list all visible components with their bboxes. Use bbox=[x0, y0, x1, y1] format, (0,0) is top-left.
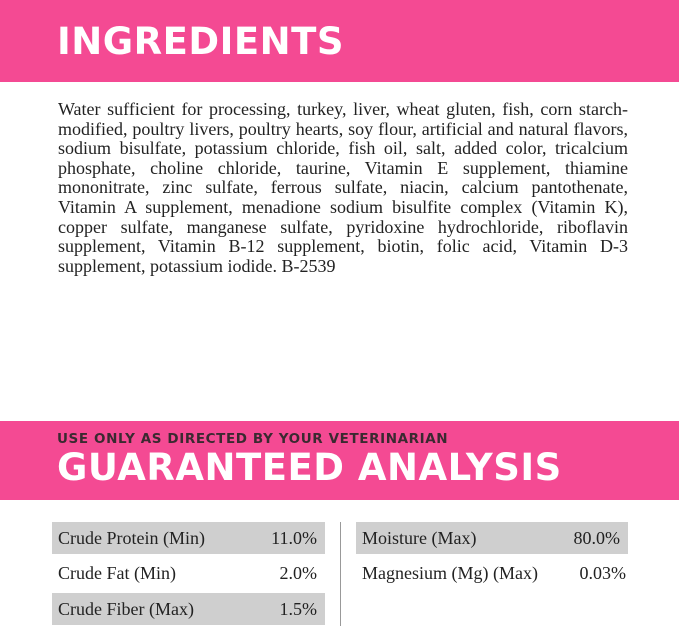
row-label: Magnesium (Mg) (Max) bbox=[362, 562, 538, 583]
row-label: Crude Fiber (Max) bbox=[58, 598, 194, 619]
row-value: 1.5% bbox=[279, 598, 318, 619]
row-value: 0.03% bbox=[579, 562, 627, 583]
analysis-header-band bbox=[0, 421, 679, 500]
row-label: Moisture (Max) bbox=[362, 527, 477, 548]
row-label: Crude Protein (Min) bbox=[58, 527, 205, 548]
analysis-row: Crude Fat (Min) 2.0% bbox=[52, 557, 325, 589]
row-value: 80.0% bbox=[573, 527, 621, 548]
ingredients-title: INGREDIENTS bbox=[57, 20, 344, 63]
analysis-title: GUARANTEED ANALYSIS bbox=[57, 446, 562, 489]
ingredients-header-band bbox=[0, 0, 679, 82]
row-value: 11.0% bbox=[271, 527, 317, 548]
column-divider bbox=[340, 522, 341, 626]
row-value: 2.0% bbox=[279, 562, 318, 583]
analysis-row: Magnesium (Mg) (Max) 0.03% bbox=[356, 557, 628, 589]
ingredients-text: Water sufficient for processing, turkey,… bbox=[58, 99, 628, 276]
analysis-row: Moisture (Max) 80.0% bbox=[356, 522, 628, 554]
analysis-subtitle: USE ONLY AS DIRECTED BY YOUR VETERINARIA… bbox=[57, 431, 449, 447]
row-label: Crude Fat (Min) bbox=[58, 562, 176, 583]
analysis-row: Crude Fiber (Max) 1.5% bbox=[52, 593, 325, 625]
analysis-row: Crude Protein (Min) 11.0% bbox=[52, 522, 325, 554]
